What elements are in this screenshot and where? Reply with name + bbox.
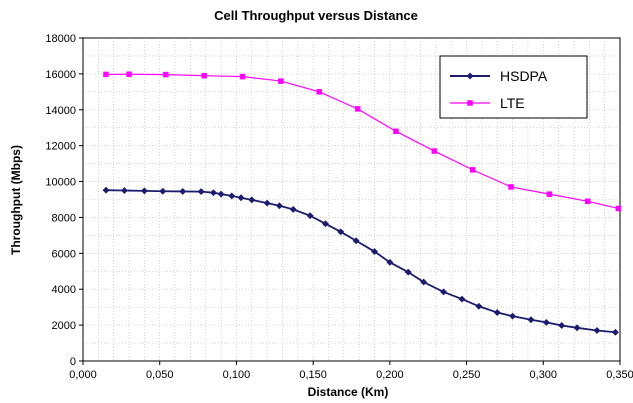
x-tick-label: 0,050 — [146, 369, 174, 381]
y-tick-label: 12000 — [45, 141, 76, 153]
y-tick-label: 10000 — [45, 177, 76, 189]
y-tick-label: 4000 — [52, 284, 76, 296]
lte-point — [126, 71, 132, 77]
y-axis-label: Throughput (Mbps) — [9, 145, 23, 255]
hsdpa-point — [542, 318, 550, 326]
hsdpa-point — [558, 321, 566, 330]
axes — [82, 38, 620, 362]
hsdpa-point — [352, 237, 360, 245]
hsdpa-point — [386, 258, 394, 266]
series-hsdpa — [102, 186, 619, 336]
lte-point — [316, 89, 323, 95]
legend: HSDPA LTE — [439, 55, 588, 119]
hsdpa-point — [120, 186, 128, 195]
hsdpa-point — [263, 199, 271, 207]
legend-item-lte: LTE — [450, 95, 525, 111]
legend-items: HSDPA LTE — [450, 68, 548, 111]
lte-point — [393, 128, 399, 135]
legend-lte-point — [467, 100, 473, 106]
y-tick-label: 6000 — [52, 248, 76, 260]
lte-point — [354, 106, 361, 112]
x-axis-ticks: 0,000 0,050 0,100 0,150 0,200 0,250 0,300 0,350 — [69, 361, 633, 381]
lte-point — [163, 71, 169, 78]
lte-point — [201, 72, 207, 79]
hsdpa-point — [306, 212, 314, 220]
hsdpa-point — [179, 187, 187, 195]
y-tick-label: 14000 — [45, 105, 76, 117]
hsdpa-point — [493, 308, 501, 317]
y-tick-label: 18000 — [45, 33, 76, 45]
hsdpa-point — [197, 188, 205, 196]
hsdpa-point — [573, 324, 581, 332]
hsdpa-point — [611, 328, 619, 336]
x-axis-label: Distance (Km) — [308, 385, 389, 399]
lte-point — [469, 167, 476, 173]
legend-label: LTE — [500, 95, 525, 111]
x-tick-label: 0,000 — [69, 369, 97, 381]
hsdpa-point — [593, 326, 601, 335]
hsdpa-point — [337, 228, 345, 236]
hsdpa-point — [527, 316, 535, 324]
hsdpa-point — [159, 187, 167, 195]
hsdpa-point — [237, 194, 245, 202]
hsdpa-point — [475, 302, 483, 310]
hsdpa-point — [440, 288, 448, 296]
lte-point — [546, 191, 553, 197]
hsdpa-point — [404, 268, 412, 276]
hsdpa-point — [420, 278, 428, 286]
series-layer — [102, 71, 622, 336]
chart-title: Cell Throughput versus Distance — [214, 8, 418, 23]
hsdpa-point — [509, 312, 517, 320]
lte-point — [103, 71, 109, 78]
hsdpa-point — [228, 192, 236, 200]
series-lte — [103, 71, 622, 212]
legend-hsdpa-point — [466, 72, 474, 80]
hsdpa-point — [370, 247, 379, 256]
legend-label: HSDPA — [500, 68, 548, 84]
hsdpa-point — [140, 187, 148, 195]
y-tick-label: 0 — [70, 356, 76, 368]
legend-box — [439, 55, 588, 119]
y-tick-label: 8000 — [52, 212, 76, 224]
y-tick-label: 16000 — [45, 69, 76, 81]
x-tick-label: 0,250 — [453, 369, 481, 381]
lte-point — [508, 184, 514, 190]
hsdpa-point — [289, 205, 297, 213]
y-axis-ticks: 0 2000 4000 6000 8000 10000 12000 14000 16000 180… — [45, 33, 83, 368]
hsdpa-point — [321, 220, 329, 228]
x-tick-label: 0,200 — [376, 369, 404, 381]
y-tick-label: 2000 — [52, 320, 76, 332]
x-tick-label: 0,350 — [606, 369, 633, 381]
legend-item-hsdpa: HSDPA — [450, 68, 548, 84]
hsdpa-point — [209, 189, 217, 197]
hsdpa-point — [102, 186, 110, 194]
hsdpa-point — [275, 202, 283, 210]
hsdpa-point — [248, 196, 256, 204]
lte-point — [585, 198, 591, 205]
hsdpa-point — [217, 190, 225, 198]
lte-point — [239, 73, 246, 80]
lte-point — [615, 205, 622, 212]
x-tick-label: 0,100 — [223, 369, 251, 381]
x-tick-label: 0,150 — [299, 369, 327, 381]
lte-point — [278, 78, 284, 84]
lte-point — [431, 148, 438, 154]
x-tick-label: 0,300 — [530, 369, 558, 381]
hsdpa-point — [458, 295, 466, 303]
